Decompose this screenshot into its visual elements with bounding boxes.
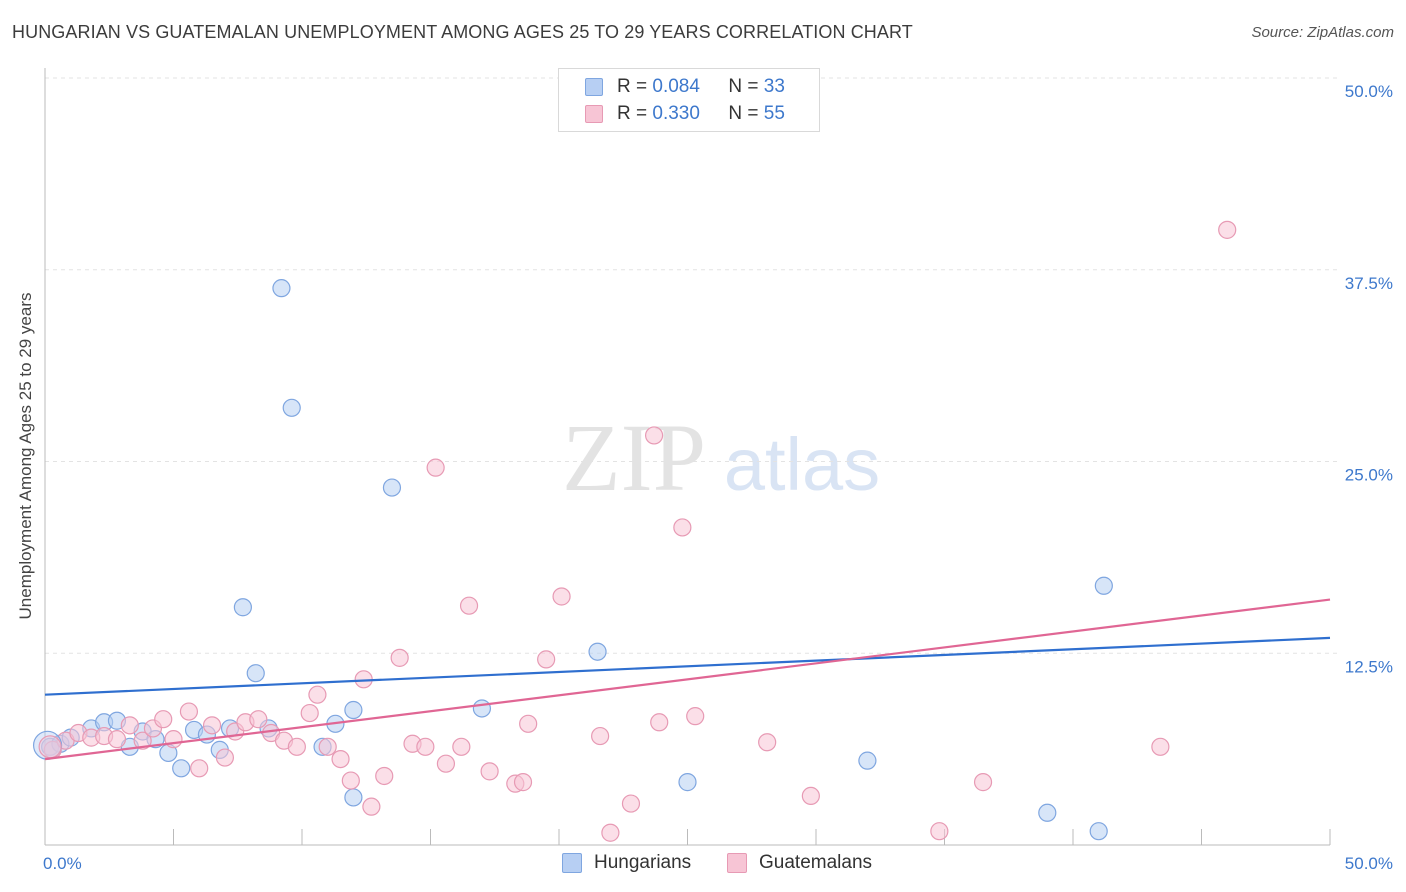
guatemalans-point (341, 771, 360, 790)
watermark-atlas: atlas (724, 423, 880, 506)
series-legend: Hungarians Guatemalans (0, 852, 1406, 878)
guatemalans-point (308, 685, 327, 704)
legend-item-hungarians[interactable]: Hungarians (562, 852, 691, 874)
n-label: N = (728, 76, 759, 97)
n-label: N = (728, 103, 759, 124)
guatemalans-point (215, 748, 234, 767)
x-tick-label: 50.0% (1345, 854, 1393, 873)
r-label: R = (617, 103, 648, 124)
hungarians-trend-line (44, 636, 1331, 696)
guatemalans-point (801, 786, 820, 806)
guatemalans-trend-line (44, 598, 1331, 761)
hungarians-point (1094, 576, 1113, 595)
guatemalans-point (452, 737, 471, 756)
legend-row-guatemalans: R = 0.330 N = 55 (585, 102, 785, 126)
guatemalans-point (644, 426, 664, 445)
guatemalans-point (38, 735, 62, 759)
guatemalans-point (1151, 737, 1170, 756)
guatemalans-point (601, 823, 620, 842)
guatemalans-point (133, 731, 152, 750)
guatemalans-point (973, 773, 993, 792)
y-tick-label: 12.5% (1345, 657, 1393, 676)
n-value: 55 (763, 103, 785, 124)
hungarians-point (233, 598, 252, 617)
guatemalans-point (375, 766, 394, 786)
guatemalans-point (513, 773, 533, 792)
hungarians-point (858, 751, 877, 770)
guatemalans-point (436, 754, 456, 773)
guatemalans-point (331, 749, 350, 769)
r-value: 0.084 (652, 76, 700, 97)
hungarians-point (344, 700, 363, 720)
r-label: R = (617, 76, 648, 97)
guatemalans-point (107, 730, 127, 749)
legend-label-hungarians: Hungarians (594, 852, 692, 873)
stats-legend: R = 0.084 N = 33 R = 0.330 N = 55 (558, 68, 820, 132)
hungarians-point (272, 279, 291, 298)
guatemalans-point (758, 733, 777, 752)
guatemalans-point (300, 703, 319, 723)
guatemalans-point (416, 737, 435, 756)
y-tick-label: 50.0% (1345, 82, 1393, 101)
guatemalans-point (179, 702, 199, 721)
guatemalans-point (621, 794, 641, 813)
guatemalans-point (154, 710, 173, 729)
guatemalans-point (362, 797, 381, 816)
hungarians-point (246, 664, 265, 683)
n-value: 33 (763, 76, 785, 97)
guatemalans-point (459, 596, 479, 615)
r-value: 0.330 (652, 103, 700, 124)
guatemalans-point (591, 726, 610, 746)
hungarians-point (678, 773, 697, 792)
guatemalans-point (426, 458, 445, 477)
hungarians-point (282, 398, 301, 417)
hungarians-point (344, 788, 363, 807)
chart-title: HUNGARIAN VS GUATEMALAN UNEMPLOYMENT AMO… (12, 22, 913, 42)
guatemalans-point (202, 716, 222, 735)
y-tick-label: 37.5% (1345, 274, 1393, 293)
guatemalans-swatch (585, 105, 603, 123)
guatemalans-point (1218, 220, 1237, 239)
guatemalans-point (190, 759, 209, 778)
guatemalans-point (120, 716, 139, 735)
hungarians-point (588, 642, 607, 661)
guatemalans-point (552, 587, 571, 606)
hungarians-legend-swatch (562, 853, 582, 873)
guatemalans-point (249, 710, 268, 729)
hungarians-point (472, 699, 491, 718)
hungarians-point (1038, 803, 1057, 822)
legend-row-hungarians: R = 0.084 N = 33 (585, 75, 785, 99)
guatemalans-point (480, 762, 499, 781)
watermark-zip: ZIP (562, 404, 706, 511)
hungarians-point (382, 478, 402, 497)
guatemalans-point (673, 518, 692, 537)
guatemalans-point (164, 730, 183, 749)
legend-label-guatemalans: Guatemalans (759, 852, 873, 873)
legend-item-guatemalans[interactable]: Guatemalans (727, 852, 872, 874)
guatemalans-point (930, 822, 949, 841)
source-label: Source: ZipAtlas.com (1251, 24, 1394, 41)
guatemalans-point (519, 714, 538, 733)
guatemalans-point (390, 648, 409, 667)
guatemalans-point (318, 737, 337, 756)
guatemalans-point (287, 737, 306, 756)
guatemalans-legend-swatch (727, 853, 747, 873)
y-tick-label: 25.0% (1345, 466, 1393, 485)
guatemalans-point (537, 650, 556, 669)
hungarians-point (1089, 822, 1108, 841)
guatemalans-point (650, 713, 669, 732)
hungarians-point (172, 759, 191, 778)
hungarians-swatch (585, 78, 603, 96)
x-tick-label: 0.0% (43, 854, 82, 873)
guatemalans-point (686, 707, 705, 726)
